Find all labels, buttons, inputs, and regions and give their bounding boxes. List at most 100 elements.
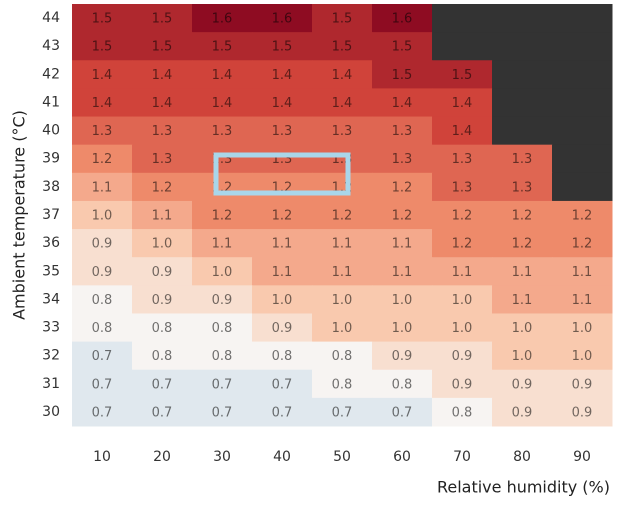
cell-label: 1.5 (332, 12, 353, 27)
heatmap-cell (432, 116, 493, 146)
y-tick-label: 31 (42, 376, 60, 392)
heatmap-cell (552, 341, 613, 371)
heatmap-cell (132, 60, 193, 89)
cell-label: 1.1 (212, 237, 233, 252)
cell-label: 1.3 (92, 124, 113, 139)
heatmap-cell (192, 172, 253, 202)
missing-cell (552, 32, 613, 61)
y-tick-label: 43 (42, 38, 60, 54)
heatmap-cell (372, 313, 433, 343)
cell-label: 0.7 (392, 405, 413, 420)
cell-label: 1.1 (332, 265, 353, 280)
heatmap-cell (312, 88, 373, 118)
cell-label: 1.2 (92, 152, 113, 167)
y-tick-label: 39 (42, 151, 60, 167)
heatmap-cell (372, 200, 433, 230)
heatmap-cell (372, 144, 433, 174)
y-tick-label: 40 (42, 123, 60, 139)
cell-label: 0.9 (512, 405, 533, 420)
cell-label: 1.0 (92, 209, 113, 224)
y-tick-label: 35 (42, 263, 60, 279)
cell-label: 1.6 (272, 12, 293, 27)
heatmap-cell (72, 369, 133, 399)
cell-label: 1.2 (392, 180, 413, 195)
heatmap-cell (312, 397, 373, 427)
heatmap-cell (72, 229, 133, 258)
cell-label: 1.3 (452, 180, 473, 195)
cell-label: 0.9 (92, 237, 113, 252)
heatmap-cell (252, 172, 313, 202)
heatmap-cell (432, 60, 493, 89)
heatmap-cell (372, 172, 433, 202)
heatmap-cell (132, 285, 193, 314)
highlight-box (213, 152, 351, 196)
heatmap-cell (192, 341, 253, 371)
y-tick-label: 38 (42, 179, 60, 195)
heatmap-cell (132, 172, 193, 202)
cell-label: 0.9 (272, 321, 293, 336)
heatmap-cell (72, 32, 133, 61)
heatmap-cell (312, 60, 373, 89)
heatmap-cell (192, 369, 253, 399)
x-tick-label: 70 (453, 449, 471, 465)
cell-label: 1.5 (92, 12, 113, 27)
y-tick-label: 37 (42, 207, 60, 223)
cell-label: 1.1 (512, 293, 533, 308)
cell-label: 1.0 (512, 349, 533, 364)
heatmap-cell (492, 397, 553, 427)
missing-cell (432, 32, 493, 61)
cell-label: 1.3 (212, 124, 233, 139)
cell-label: 1.2 (212, 209, 233, 224)
heatmap-cell (72, 313, 133, 343)
cell-label: 1.0 (572, 349, 593, 364)
cell-label: 1.4 (332, 96, 353, 111)
heatmap-cell (432, 88, 493, 118)
cell-label: 1.4 (392, 96, 413, 111)
heatmap-cell (312, 257, 373, 286)
heatmap-cell (132, 369, 193, 399)
heatmap-cell (372, 285, 433, 314)
cell-label: 0.9 (572, 377, 593, 392)
cell-label: 1.1 (452, 265, 473, 280)
cell-label: 1.0 (392, 293, 413, 308)
cell-label: 1.5 (392, 40, 413, 55)
cell-label: 1.2 (392, 209, 413, 224)
heatmap-cell (192, 88, 253, 118)
missing-cell (432, 4, 493, 33)
cell-label: 0.7 (152, 405, 173, 420)
heatmap-cell (492, 257, 553, 286)
heatmap-cell (252, 144, 313, 174)
missing-cell (552, 116, 613, 146)
heatmap-cell (432, 313, 493, 343)
cell-label: 0.7 (212, 405, 233, 420)
x-tick-label: 90 (573, 449, 591, 465)
heatmap-cell (192, 144, 253, 174)
cell-label: 1.0 (212, 265, 233, 280)
cell-label: 0.7 (92, 405, 113, 420)
heatmap-cell (492, 341, 553, 371)
missing-cell (552, 4, 613, 33)
heatmap-cell (372, 88, 433, 118)
cell-label: 0.9 (452, 349, 473, 364)
heatmap-cell (372, 229, 433, 258)
y-tick-label: 41 (42, 94, 60, 110)
heatmap-cell (252, 229, 313, 258)
heatmap-cell (132, 4, 193, 33)
heatmap-cell (252, 88, 313, 118)
heatmap-cell (72, 200, 133, 230)
heatmap-cell (132, 32, 193, 61)
x-tick-label: 20 (153, 449, 171, 465)
heatmap-cell (192, 4, 253, 33)
heatmap-cell (252, 369, 313, 399)
cell-label: 1.4 (152, 68, 173, 83)
cell-label: 0.8 (452, 405, 473, 420)
heatmap-cell (132, 313, 193, 343)
cell-label: 1.1 (272, 237, 293, 252)
heatmap-cell (252, 341, 313, 371)
cell-label: 1.3 (392, 152, 413, 167)
heatmap-cell (312, 116, 373, 146)
x-tick-label: 40 (273, 449, 291, 465)
heatmap-cell (492, 285, 553, 314)
heatmap-cell (72, 60, 133, 89)
